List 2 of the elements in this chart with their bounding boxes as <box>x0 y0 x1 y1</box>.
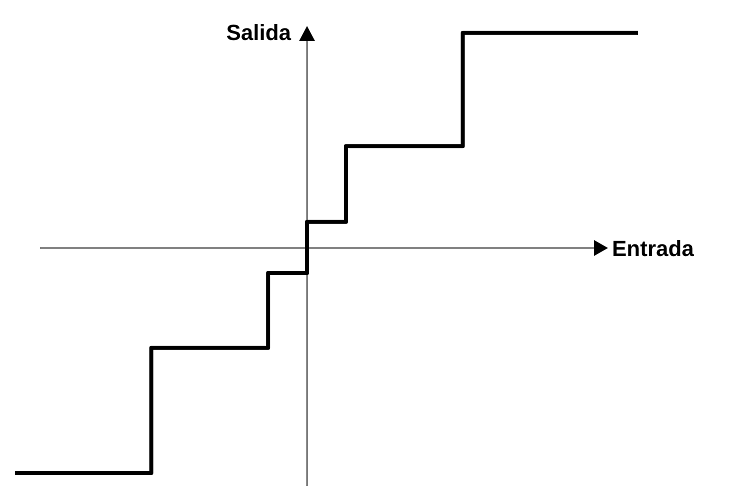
x-axis-title: Entrada <box>612 236 695 261</box>
y-axis-title: Salida <box>226 20 292 45</box>
